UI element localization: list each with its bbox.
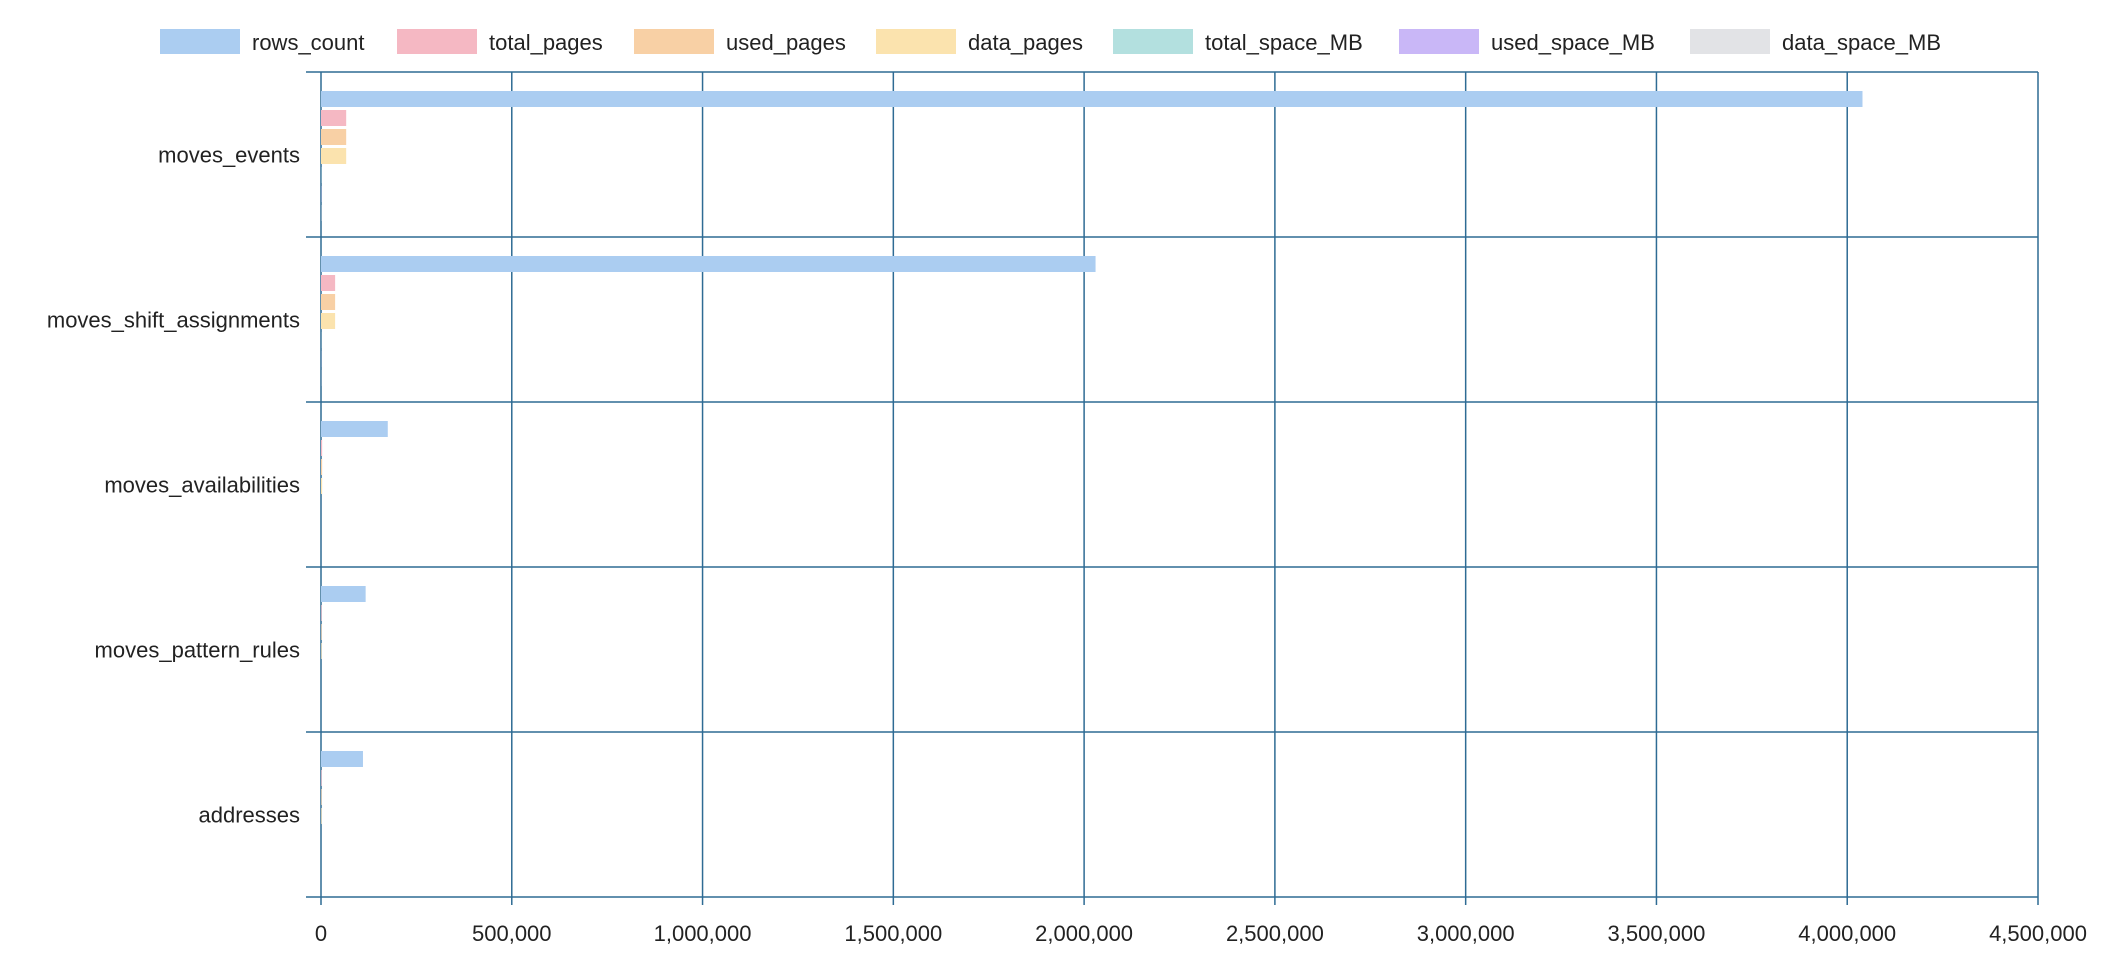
bar-moves_pattern_rules-data_pages [321, 643, 322, 659]
bar-moves_events-used_pages [321, 129, 347, 145]
legend-swatch-used_pages [634, 29, 714, 54]
bar-moves_shift_assignments-used_pages [321, 294, 336, 310]
bar-moves_events-total_pages [321, 110, 347, 126]
y-axis-labels: moves_events moves_shift_assignmentsmoves… [47, 143, 300, 828]
legend-swatch-total_space_MB [1113, 29, 1193, 54]
legend-label-total_space_MB: total_space_MB [1205, 30, 1363, 55]
category-label-moves_pattern_rules: moves_pattern_rules [95, 638, 300, 663]
bar-moves_availabilities-data_pages [321, 478, 323, 494]
legend-label-used_pages: used_pages [726, 30, 846, 55]
category-label-moves_shift_assignments: moves_shift_assignments [47, 308, 300, 333]
bar-addresses-data_pages [321, 808, 322, 824]
legend-label-used_space_MB: used_space_MB [1491, 30, 1655, 55]
category-label-moves_availabilities: moves_availabilities [104, 473, 300, 498]
legend-swatch-total_pages [397, 29, 477, 54]
category-label-moves_events: moves_events [158, 143, 300, 168]
x-tick-label-6: 3,000,000 [1417, 921, 1515, 946]
x-tick-label-7: 3,500,000 [1608, 921, 1706, 946]
legend-swatch-used_space_MB [1399, 29, 1479, 54]
x-tick-label-3: 1,500,000 [844, 921, 942, 946]
legend-label-data_space_MB: data_space_MB [1782, 30, 1941, 55]
x-axis-tick-labels: 0 500,000 1,000,000 1,500,000 2,000,000 2,500… [315, 921, 2087, 946]
bar-addresses-total_pages [321, 770, 322, 786]
legend-swatch-data_space_MB [1690, 29, 1770, 54]
bars [321, 91, 1863, 881]
bar-moves_shift_assignments-rows_count [321, 256, 1096, 272]
category-label-addresses: addresses [198, 803, 300, 828]
x-tick-label-0: 0 [315, 921, 327, 946]
bar-moves_shift_assignments-total_pages [321, 275, 336, 291]
bar-moves_events-data_pages [321, 148, 347, 164]
legend-swatch-data_pages [876, 29, 956, 54]
legend: rows_count total_pages used_pages data_page… [160, 29, 1941, 55]
x-tick-label-5: 2,500,000 [1226, 921, 1324, 946]
bar-moves_availabilities-total_pages [321, 440, 323, 456]
grid [306, 71, 2039, 905]
x-tick-label-4: 2,000,000 [1035, 921, 1133, 946]
x-tick-label-2: 1,000,000 [654, 921, 752, 946]
x-tick-label-9: 4,500,000 [1989, 921, 2087, 946]
bar-moves_pattern_rules-rows_count [321, 586, 366, 602]
legend-label-data_pages: data_pages [968, 30, 1083, 55]
bar-addresses-rows_count [321, 751, 363, 767]
legend-label-rows_count: rows_count [252, 30, 365, 55]
bar-moves_events-rows_count [321, 91, 1863, 107]
bar-moves_availabilities-used_pages [321, 459, 323, 475]
bar-moves_availabilities-rows_count [321, 421, 388, 437]
bar-moves_pattern_rules-used_pages [321, 624, 322, 640]
legend-swatch-rows_count [160, 29, 240, 54]
x-tick-label-8: 4,000,000 [1798, 921, 1896, 946]
bar-moves_pattern_rules-total_pages [321, 605, 322, 621]
bar-moves_shift_assignments-data_pages [321, 313, 336, 329]
legend-label-total_pages: total_pages [489, 30, 603, 55]
bar-addresses-used_pages [321, 789, 322, 805]
x-tick-label-1: 500,000 [472, 921, 552, 946]
